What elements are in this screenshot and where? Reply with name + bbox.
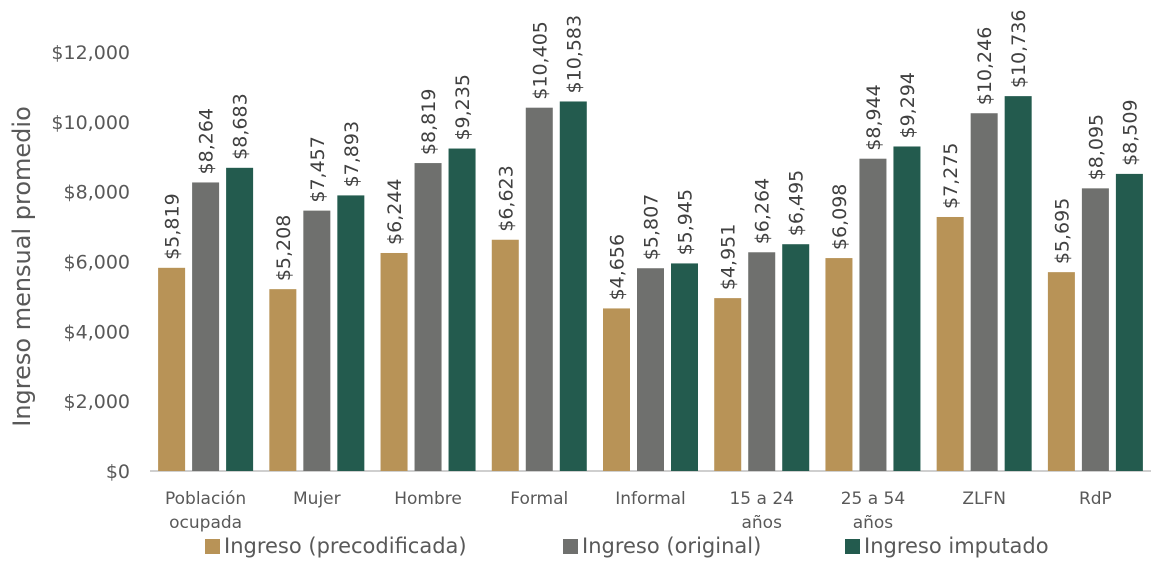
bar (637, 268, 664, 471)
data-label: $4,656 (607, 234, 629, 300)
bar (158, 267, 186, 471)
bar (748, 252, 776, 471)
bar (303, 210, 331, 472)
data-label: $5,208 (273, 215, 295, 281)
bar (893, 146, 921, 471)
data-label: $8,095 (1085, 114, 1107, 180)
data-label: $8,683 (230, 93, 252, 159)
bar (269, 289, 297, 471)
bar (380, 252, 408, 471)
x-axis-labels: Población ocupada Mujer Hombre Formal Informa… (165, 489, 1112, 533)
data-label: $7,275 (940, 142, 962, 208)
bar (226, 167, 254, 471)
data-label: $5,695 (1051, 198, 1073, 264)
bar (936, 216, 964, 471)
bar (337, 195, 365, 471)
data-label: $10,405 (529, 21, 551, 100)
x-tick-label: 25 a 54 (841, 489, 906, 509)
bar (192, 182, 220, 471)
bar (525, 107, 553, 472)
legend: Ingreso (precodificada) Ingreso (original… (205, 534, 1049, 558)
data-label: $8,509 (1119, 99, 1141, 165)
x-tick-label: años (853, 513, 894, 533)
x-tick-label: RdP (1079, 489, 1112, 509)
x-tick-label: Mujer (293, 489, 341, 509)
y-tick-label: $8,000 (64, 182, 130, 204)
bar (1081, 188, 1109, 471)
data-label: $9,235 (452, 74, 474, 140)
legend-label: Ingreso (precodificada) (224, 534, 467, 558)
legend-swatch (205, 539, 220, 554)
data-label: $8,819 (418, 89, 440, 155)
data-label: $9,294 (897, 72, 919, 138)
bar (714, 298, 742, 471)
bar (825, 258, 853, 471)
x-tick-label: años (741, 513, 782, 533)
legend-label: Ingreso (original) (582, 534, 761, 558)
bar (859, 158, 887, 472)
x-tick-label: 15 a 24 (729, 489, 794, 509)
bar (782, 244, 810, 471)
data-label: $5,819 (162, 193, 184, 259)
data-label: $10,583 (563, 15, 585, 94)
data-label: $5,807 (641, 194, 663, 260)
data-label: $7,893 (341, 121, 363, 187)
data-label: $6,264 (752, 178, 774, 244)
bar (448, 148, 476, 471)
y-tick-label: $0 (106, 461, 130, 483)
bar (1047, 272, 1075, 471)
data-label: $7,457 (307, 136, 329, 202)
data-label: $6,098 (829, 184, 851, 250)
data-label: $4,951 (718, 224, 740, 290)
data-label: $6,495 (786, 170, 808, 236)
x-tick-label: ocupada (169, 513, 242, 533)
data-label: $5,945 (675, 189, 697, 255)
y-axis-title: Ingreso mensual promedio (8, 106, 36, 427)
data-label: $10,246 (974, 27, 996, 106)
data-label: $8,944 (863, 84, 885, 150)
y-tick-label: $2,000 (64, 391, 130, 413)
data-labels-group: $5,819 $8,264 $8,683 $5,208 $7,457 $7,893 $6,2… (162, 10, 1142, 301)
x-tick-label: Informal (615, 489, 686, 509)
data-label: $6,244 (384, 178, 406, 244)
y-axis-ticks: $0 $2,000 $4,000 $6,000 $8,000 $10,000 $12,000 (51, 42, 130, 483)
bar (414, 163, 442, 471)
x-tick-label: Formal (510, 489, 568, 509)
bar (970, 113, 998, 471)
bar (491, 239, 519, 471)
x-tick-label: ZLFN (962, 489, 1006, 509)
legend-swatch (563, 539, 578, 554)
bar (559, 101, 587, 471)
y-tick-label: $6,000 (64, 252, 130, 274)
bar (671, 263, 698, 471)
bar (1115, 173, 1143, 471)
x-tick-label: Hombre (394, 489, 462, 509)
bar (603, 308, 630, 471)
legend-swatch (845, 539, 860, 554)
legend-label: Ingreso imputado (864, 534, 1049, 558)
data-label: $10,736 (1008, 10, 1030, 89)
bar (1004, 96, 1032, 471)
x-tick-label: Población (165, 489, 246, 509)
y-tick-label: $12,000 (51, 42, 130, 64)
data-label: $6,623 (495, 165, 517, 231)
y-tick-label: $4,000 (64, 321, 130, 343)
data-label: $8,264 (196, 108, 218, 174)
bars-group (158, 96, 1143, 472)
y-tick-label: $10,000 (51, 112, 130, 134)
